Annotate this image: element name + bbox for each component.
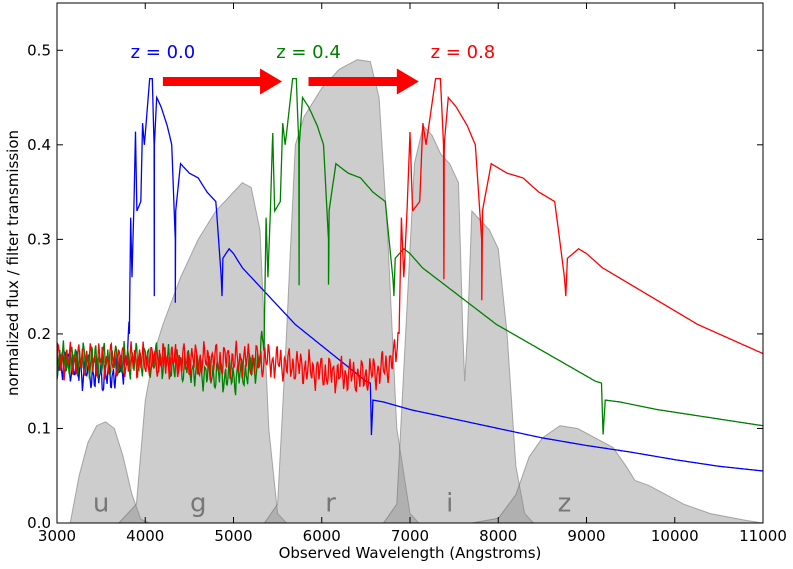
- series-label-z0-4: z = 0.4: [276, 42, 341, 63]
- x-tick-label: 5000: [214, 527, 252, 545]
- x-tick-label: 3000: [38, 527, 76, 545]
- series-line-z0: [57, 77, 763, 472]
- x-tick-label: 4000: [126, 527, 164, 545]
- y-tick-label: 0.3: [27, 230, 51, 248]
- series-line-z0-8: [57, 77, 763, 394]
- filter-g-label: g: [190, 489, 207, 519]
- x-tick-label: 8000: [479, 527, 517, 545]
- redshift-arrow-2: [308, 68, 419, 95]
- y-tick-label: 0.4: [27, 136, 51, 154]
- filter-i-label: i: [446, 489, 453, 519]
- filter-z-curve: [471, 425, 763, 523]
- x-axis-label: Observed Wavelength (Angstroms): [279, 544, 542, 562]
- filter-u-label: u: [93, 489, 109, 519]
- y-axis-label: normalized flux / filter transmission: [4, 130, 22, 396]
- y-tick-label: 0.5: [27, 41, 51, 59]
- filter-i-curve: [382, 124, 534, 523]
- x-tick-label: 11000: [739, 527, 787, 545]
- filter-u-curve: [57, 421, 150, 523]
- x-tick-label: 6000: [303, 527, 341, 545]
- x-tick-label: 9000: [567, 527, 605, 545]
- filter-r-curve: [263, 59, 420, 523]
- filter-z-label: z: [558, 489, 572, 519]
- series-label-z0: z = 0.0: [131, 42, 196, 63]
- text-labels: u g r i z z = 0.0 z = 0.4 z = 0.8: [93, 42, 571, 519]
- axis-ticks: 3000 4000 5000 6000 7000 8000 9000 10000 11000 0.…: [27, 3, 787, 545]
- x-tick-label: 7000: [391, 527, 429, 545]
- filter-curves: [57, 59, 763, 523]
- x-tick-label: 10000: [651, 527, 699, 545]
- y-tick-label: 0.1: [27, 419, 51, 437]
- series-label-z0-8: z = 0.8: [431, 42, 496, 63]
- spectra-series: [57, 77, 763, 472]
- y-tick-label: 0.2: [27, 325, 51, 343]
- redshift-arrows: [162, 68, 419, 95]
- y-tick-label: 0.0: [27, 514, 51, 532]
- redshift-arrow-1: [162, 68, 283, 95]
- filter-r-label: r: [325, 489, 336, 519]
